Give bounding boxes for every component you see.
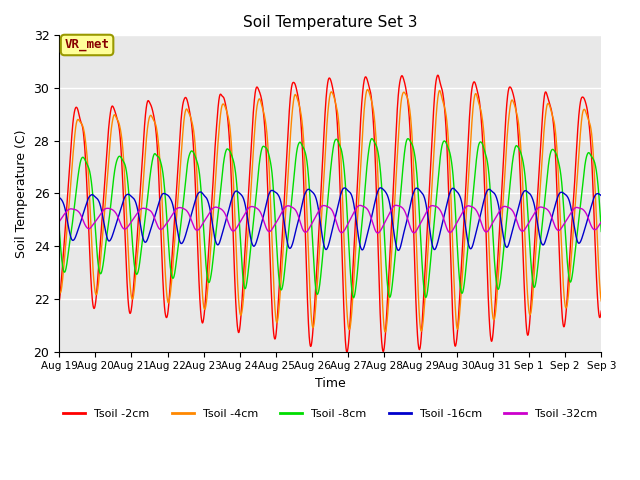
Tsoil -32cm <box>392 203 399 208</box>
Tsoil -16cm <box>55 194 63 200</box>
Tsoil -32cm <box>207 208 214 214</box>
Tsoil -16cm <box>172 215 179 221</box>
Text: VR_met: VR_met <box>65 38 109 51</box>
Tsoil -8cm <box>383 279 391 285</box>
Tsoil -8cm <box>546 152 554 158</box>
Tsoil -16cm <box>546 221 554 227</box>
Tsoil -4cm <box>55 288 63 293</box>
Tsoil -8cm <box>597 228 605 234</box>
Tsoil -2cm <box>207 220 214 226</box>
Tsoil -16cm <box>393 244 401 250</box>
Tsoil -8cm <box>368 136 376 142</box>
Tsoil -2cm <box>393 119 401 125</box>
Tsoil -2cm <box>597 309 605 315</box>
Tsoil -8cm <box>55 225 63 230</box>
Tsoil -2cm <box>597 308 605 314</box>
Tsoil -16cm <box>597 192 605 198</box>
Y-axis label: Soil Temperature (C): Soil Temperature (C) <box>15 129 28 258</box>
Tsoil -4cm <box>393 164 401 170</box>
Tsoil -32cm <box>172 207 179 213</box>
Tsoil -2cm <box>172 206 179 212</box>
Tsoil -4cm <box>546 104 554 110</box>
Tsoil -4cm <box>172 230 179 236</box>
Tsoil -2cm <box>383 304 391 310</box>
Tsoil -32cm <box>546 211 554 216</box>
Tsoil -2cm <box>434 72 442 78</box>
Tsoil -2cm <box>546 102 554 108</box>
Tsoil -8cm <box>393 236 401 241</box>
Tsoil -4cm <box>364 86 371 92</box>
Line: Tsoil -16cm: Tsoil -16cm <box>59 188 601 251</box>
Tsoil -8cm <box>172 266 179 272</box>
Tsoil -16cm <box>383 192 391 198</box>
Tsoil -4cm <box>207 248 214 253</box>
Tsoil -32cm <box>55 219 63 225</box>
Tsoil -8cm <box>349 295 357 300</box>
Tsoil -32cm <box>383 216 391 221</box>
Tsoil -2cm <box>343 349 351 355</box>
Line: Tsoil -4cm: Tsoil -4cm <box>59 89 601 332</box>
Tsoil -4cm <box>381 329 389 335</box>
Line: Tsoil -2cm: Tsoil -2cm <box>59 75 601 352</box>
Tsoil -2cm <box>55 299 63 305</box>
Tsoil -32cm <box>374 230 381 236</box>
Tsoil -16cm <box>597 192 605 198</box>
Tsoil -16cm <box>394 248 402 253</box>
Tsoil -4cm <box>597 297 605 303</box>
Tsoil -16cm <box>377 185 385 191</box>
Tsoil -32cm <box>597 219 605 225</box>
Line: Tsoil -32cm: Tsoil -32cm <box>59 205 601 233</box>
Tsoil -8cm <box>207 275 214 281</box>
Line: Tsoil -8cm: Tsoil -8cm <box>59 139 601 298</box>
Tsoil -4cm <box>597 298 605 304</box>
X-axis label: Time: Time <box>315 377 346 390</box>
Tsoil -16cm <box>207 209 214 215</box>
Tsoil -32cm <box>393 203 401 208</box>
Tsoil -4cm <box>383 316 391 322</box>
Legend: Tsoil -2cm, Tsoil -4cm, Tsoil -8cm, Tsoil -16cm, Tsoil -32cm: Tsoil -2cm, Tsoil -4cm, Tsoil -8cm, Tsoi… <box>58 405 602 423</box>
Tsoil -8cm <box>597 226 605 232</box>
Tsoil -32cm <box>597 219 605 225</box>
Title: Soil Temperature Set 3: Soil Temperature Set 3 <box>243 15 417 30</box>
